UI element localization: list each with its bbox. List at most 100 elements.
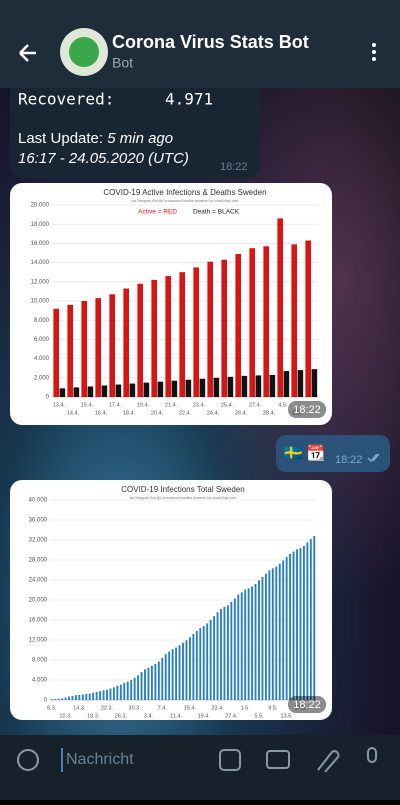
y-tick-label: 20.000 bbox=[31, 203, 50, 209]
bar bbox=[220, 609, 222, 700]
line-value: 4.971 bbox=[165, 90, 213, 109]
bar bbox=[282, 560, 285, 700]
bar bbox=[254, 583, 257, 700]
sticker-button[interactable] bbox=[219, 749, 241, 771]
x-tick-label: 14.3. bbox=[73, 705, 86, 711]
bar bbox=[202, 626, 205, 700]
bar bbox=[275, 566, 278, 700]
menu-button[interactable] bbox=[372, 43, 376, 61]
subtitle: Bot bbox=[112, 55, 133, 71]
bar bbox=[81, 694, 84, 700]
y-tick-label: 40.000 bbox=[29, 498, 48, 504]
update: Last Update: 5 min ago bbox=[18, 130, 173, 147]
bar bbox=[140, 672, 143, 700]
bar bbox=[223, 606, 226, 700]
x-tick-label: 25.4. bbox=[221, 402, 234, 408]
camera-button[interactable] bbox=[266, 750, 290, 769]
bar bbox=[88, 693, 91, 700]
input-background bbox=[0, 735, 400, 800]
input-placeholder[interactable]: Nachricht bbox=[66, 751, 134, 768]
bar bbox=[258, 580, 260, 700]
bar bbox=[277, 218, 283, 397]
bar bbox=[185, 379, 192, 397]
bar bbox=[261, 576, 264, 700]
y-tick-label: 12.000 bbox=[31, 279, 50, 285]
bar bbox=[64, 697, 67, 700]
y-tick-label: 10.000 bbox=[31, 299, 50, 305]
bar bbox=[209, 619, 212, 700]
y-tick-label: 24.000 bbox=[29, 578, 48, 584]
bar bbox=[207, 261, 213, 397]
x-tick-label: 15.4. bbox=[184, 705, 197, 711]
bar bbox=[123, 682, 126, 700]
x-tick-label: 27.4. bbox=[225, 713, 238, 719]
x-tick-label: 13.5. bbox=[281, 713, 294, 719]
x-tick-label: 21.4. bbox=[165, 402, 178, 408]
bar bbox=[175, 647, 178, 700]
legend-entry: Death = BLACK bbox=[193, 209, 240, 216]
bar bbox=[237, 594, 240, 700]
read-checks bbox=[367, 453, 380, 463]
time: 18:22 bbox=[293, 404, 321, 416]
bar bbox=[154, 663, 157, 700]
bar bbox=[99, 691, 102, 700]
bar bbox=[241, 375, 248, 397]
bar bbox=[185, 640, 188, 700]
y-tick-label: 4.000 bbox=[34, 356, 50, 362]
x-tick-label: 3.4. bbox=[144, 713, 154, 719]
bar bbox=[291, 244, 297, 397]
bar bbox=[213, 616, 216, 700]
x-tick-label: 7.4. bbox=[158, 705, 168, 711]
bar bbox=[299, 548, 302, 700]
y-tick-label: 4.000 bbox=[32, 678, 48, 684]
bar bbox=[78, 694, 81, 700]
bar bbox=[292, 551, 295, 700]
bar bbox=[230, 601, 233, 700]
bar bbox=[87, 386, 94, 397]
bar bbox=[61, 698, 64, 700]
attach-button[interactable] bbox=[317, 750, 340, 773]
y-tick-label: 0 bbox=[44, 698, 48, 704]
x-tick-label: 11.4. bbox=[170, 713, 182, 719]
y-tick-label: 16.000 bbox=[29, 618, 48, 624]
time: 18:22 bbox=[293, 699, 321, 711]
mic-button[interactable] bbox=[367, 747, 377, 763]
bar bbox=[283, 371, 290, 397]
bar bbox=[311, 369, 318, 397]
bar bbox=[129, 383, 136, 397]
bar bbox=[109, 294, 115, 397]
bar bbox=[112, 687, 115, 700]
bar bbox=[92, 692, 95, 700]
x-tick-label: 4.5. bbox=[278, 402, 288, 408]
update-label: Last Update: bbox=[18, 130, 103, 147]
bar bbox=[251, 586, 254, 700]
bar bbox=[168, 651, 171, 700]
bar bbox=[226, 605, 229, 700]
x-tick-label: 16.4. bbox=[95, 410, 108, 416]
bar bbox=[137, 675, 140, 700]
bar bbox=[221, 259, 227, 397]
bar bbox=[297, 370, 304, 397]
chart-title: COVID-19 Infections Total Sweden bbox=[121, 485, 244, 494]
x-tick-label: 13.4. bbox=[53, 402, 66, 408]
bar bbox=[133, 677, 136, 700]
y-tick-label: 6.000 bbox=[34, 337, 50, 343]
line-label: Recovered: bbox=[18, 90, 114, 109]
bar bbox=[57, 698, 60, 700]
bar bbox=[195, 630, 198, 700]
bar bbox=[233, 598, 236, 700]
bar bbox=[147, 667, 150, 700]
chart: COVID-19 Active Infections & Deaths Swed… bbox=[10, 183, 332, 425]
x-tick-label: 9.5. bbox=[268, 705, 278, 711]
bar bbox=[130, 679, 133, 700]
bar bbox=[264, 573, 267, 700]
y-tick-label: 28.000 bbox=[29, 558, 48, 564]
bar bbox=[81, 301, 87, 397]
bar bbox=[255, 375, 262, 397]
x-tick-label: 15.4. bbox=[81, 402, 94, 408]
x-tick-label: 26.3. bbox=[115, 713, 128, 719]
back-button[interactable] bbox=[19, 44, 36, 62]
emoji-button[interactable] bbox=[17, 749, 39, 771]
bar bbox=[199, 628, 202, 700]
bar bbox=[306, 542, 309, 700]
